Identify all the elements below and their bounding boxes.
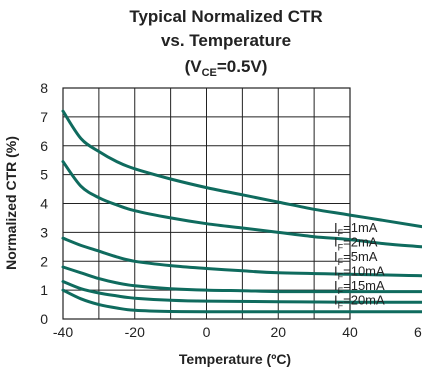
series-label: IF=10mA bbox=[334, 264, 385, 282]
chart-title-line-3: (VCE=0.5V) bbox=[185, 57, 268, 79]
y-tick-label: 1 bbox=[40, 282, 48, 298]
series-label: IF=5mA bbox=[334, 249, 378, 267]
y-tick-label: 2 bbox=[40, 253, 48, 269]
y-tick-label: 6 bbox=[40, 138, 48, 154]
series-line bbox=[61, 160, 422, 249]
series-line bbox=[61, 265, 422, 294]
series-label: IF=20mA bbox=[334, 293, 385, 311]
y-tick-labels: 0 1 2 3 4 5 6 7 8 bbox=[40, 80, 48, 327]
series-label: IF=2mA bbox=[334, 235, 378, 253]
series-line bbox=[61, 288, 422, 314]
y-tick-label: 0 bbox=[40, 311, 48, 327]
chart-title-line-3-suffix: =0.5V) bbox=[217, 57, 268, 76]
series-label: IF=1mA bbox=[334, 220, 378, 238]
y-tick-label: 5 bbox=[40, 167, 48, 183]
x-tick-label: -20 bbox=[125, 324, 145, 340]
x-tick-label: 20 bbox=[270, 324, 286, 340]
y-tick-label: 8 bbox=[40, 80, 48, 96]
y-axis-label: Normalized CTR (%) bbox=[3, 136, 19, 270]
y-tick-label: 7 bbox=[40, 109, 48, 125]
series-line bbox=[61, 109, 422, 229]
x-tick-label: 60 bbox=[414, 324, 422, 340]
series-line bbox=[61, 236, 422, 278]
x-tick-label: 0 bbox=[203, 324, 211, 340]
series-lines bbox=[61, 109, 422, 314]
x-tick-label: -40 bbox=[53, 324, 73, 340]
y-tick-label: 3 bbox=[40, 224, 48, 240]
x-axis-label: Temperature (ºC) bbox=[179, 351, 291, 367]
series-line bbox=[61, 280, 422, 304]
chart-title-line-3-subscript: CE bbox=[202, 67, 217, 79]
y-tick-label: 4 bbox=[40, 196, 48, 212]
chart-title-line-1: Typical Normalized CTR bbox=[129, 7, 322, 26]
x-tick-label: 40 bbox=[342, 324, 358, 340]
series-label: IF=15mA bbox=[334, 278, 385, 296]
plot-frame bbox=[62, 87, 351, 320]
chart-title-line-2: vs. Temperature bbox=[161, 31, 291, 50]
chart-title-line-3-prefix: (V bbox=[185, 57, 203, 76]
grid-lines bbox=[63, 88, 350, 319]
x-tick-labels: -40-20020406080100120 bbox=[53, 324, 422, 340]
